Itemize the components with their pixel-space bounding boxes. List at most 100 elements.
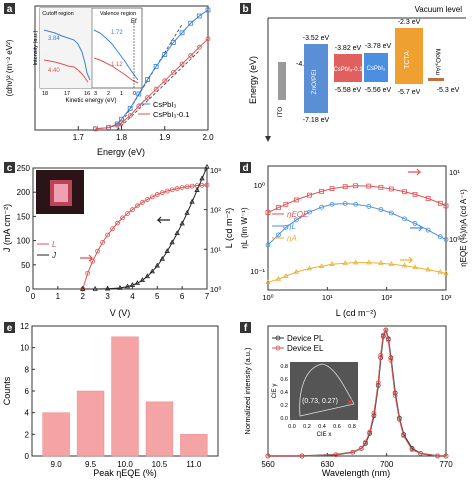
- series-point: [153, 86, 159, 92]
- panel-b-ylabel: Energy (eV): [248, 56, 258, 104]
- panel-d-ytick-label: 10⁰: [254, 181, 265, 190]
- series-point: [425, 196, 431, 201]
- inset-annot-440: 4.40: [48, 68, 60, 74]
- series-point: [283, 201, 289, 207]
- series-point: [125, 211, 130, 216]
- series-point: [307, 192, 312, 198]
- panel-f-xtick-label: 630: [321, 460, 335, 469]
- inset-xtick-2: 2: [107, 91, 110, 97]
- inset-valence-red-line: [93, 57, 139, 84]
- cie-ytick-label: 0.4: [280, 390, 288, 396]
- series-line-0: [82, 184, 208, 290]
- cie-ticks: 0.0 0.2 0.4 0.6 0.8 0.0 0.2 0.4 0.6 0.8: [280, 364, 355, 430]
- panel-a-xtick-label: 1.8: [116, 133, 128, 142]
- series-point: [105, 232, 110, 238]
- series-point: [162, 52, 168, 57]
- series-point: [275, 275, 282, 281]
- series-point: [196, 13, 202, 19]
- panel-c-xtick-label: 5: [155, 292, 160, 301]
- inset-cutoff-bg: [40, 8, 92, 88]
- series-point: [100, 239, 105, 245]
- series-point: [378, 260, 384, 265]
- legend-marker: [275, 345, 281, 351]
- series-point: [371, 410, 377, 416]
- series-line-0: [267, 185, 447, 214]
- series-point: [194, 187, 200, 192]
- panel-e-xlabel: Peak ηEQE (%): [93, 468, 157, 478]
- series-point: [164, 188, 170, 194]
- series-point: [392, 393, 398, 398]
- series-point: [333, 452, 339, 458]
- series-point: [205, 36, 211, 42]
- series-point: [265, 242, 271, 248]
- znopei-label: ZnO/PEI: [311, 69, 318, 94]
- series-point: [412, 264, 418, 270]
- panel-f-letter: f: [244, 323, 248, 334]
- panel-a-inset: Cutoff region Valence region 3.84 4.40 1…: [33, 7, 143, 104]
- series-point: [435, 453, 440, 459]
- series-point: [378, 352, 384, 358]
- series-point: [204, 163, 210, 169]
- series-point: [196, 44, 202, 50]
- panel-d-letter: d: [242, 163, 248, 174]
- legend-label: ηL: [287, 222, 296, 231]
- panel-e-ytick-label: 4: [25, 409, 30, 418]
- series-point: [366, 259, 372, 265]
- panel-a-xtick-label: 2.0: [202, 133, 214, 142]
- inset-xtick-18: 18: [42, 91, 48, 97]
- panel-c-y2label: L (cd m⁻²): [224, 208, 234, 248]
- arrow-right-icon: [410, 224, 424, 232]
- znopei-bar: [304, 44, 328, 113]
- panel-c-ytick-label: 50: [21, 261, 30, 270]
- panel-c-xtick-label: 7: [205, 292, 210, 301]
- series-point: [90, 258, 96, 264]
- series-point: [402, 189, 407, 195]
- series-point: [265, 453, 271, 459]
- series-point: [144, 197, 150, 202]
- panel-d-legend: ηEQE ηL ηA: [272, 210, 309, 243]
- series-point: [145, 95, 150, 100]
- panel-e-ytick-label: 2: [25, 430, 30, 439]
- panel-c-xtick-label: 3: [105, 292, 110, 301]
- bar: [180, 434, 208, 457]
- series-point: [412, 221, 418, 226]
- panel-f-plot-frame: [267, 325, 447, 457]
- inset-annot-ef: Ef: [131, 19, 137, 25]
- cspbi3-label: CsPbI₃: [367, 66, 386, 72]
- cie-point-marker: ✕: [346, 397, 354, 407]
- panel-a-xtick-label: 1.9: [159, 133, 171, 142]
- series-point: [159, 255, 165, 261]
- panel-e-plot: [42, 336, 208, 457]
- series-point: [353, 201, 359, 207]
- tcta-lumo: -2.3 eV: [398, 19, 421, 26]
- series-point: [139, 200, 145, 205]
- bar: [111, 336, 139, 457]
- series-point: [363, 439, 368, 445]
- tcta-bar: [395, 28, 423, 84]
- series-point: [199, 182, 205, 188]
- panel-a-fit-line-red: [116, 50, 200, 131]
- series-point: [375, 380, 381, 386]
- series-point: [293, 217, 299, 223]
- series-point: [425, 266, 431, 272]
- series-point: [401, 262, 408, 268]
- series-point: [366, 204, 372, 209]
- panel-d-xtick-label: 10³: [441, 293, 452, 302]
- panel-a: a 1.7 1.8 1.9 2.0 Energy (eV) (αhν)² (m⁻² e…: [4, 3, 214, 157]
- panel-e-xtick-label: 11.0: [186, 460, 202, 469]
- panel-e-axis: 0 2 4 6 8 10 12 9.0 9.5 10.0 10.5 11.0: [20, 322, 202, 469]
- series-point: [104, 285, 111, 291]
- panel-d-y2tick-label: 10⁰: [449, 235, 460, 244]
- cie-inset-bg: [290, 362, 358, 420]
- panel-e-ytick-label: 12: [20, 322, 29, 331]
- series-point: [188, 53, 194, 58]
- series-point: [425, 227, 431, 233]
- panel-c-xtick-label: 6: [180, 292, 185, 301]
- series-point: [170, 40, 176, 45]
- legend-label: J: [51, 251, 57, 260]
- cspbi3-homo: -5.56 eV: [365, 87, 392, 94]
- series-point: [169, 239, 175, 245]
- series-point: [293, 197, 299, 203]
